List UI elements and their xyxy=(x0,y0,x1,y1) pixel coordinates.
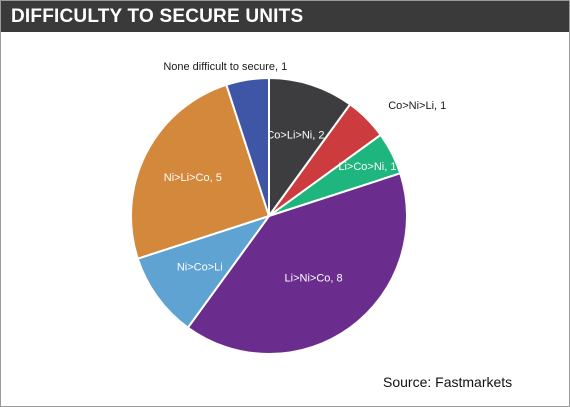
pie-slice xyxy=(130,83,271,260)
title-bar: DIFFICULTY TO SECURE UNITS xyxy=(1,1,569,32)
source-note: Source: Fastmarkets xyxy=(383,374,513,390)
slice-label: Co>Li>Ni, 2 xyxy=(266,130,324,142)
slice-label: Li>Ni>Co, 8 xyxy=(285,272,343,284)
slice-label: Ni>Co>Li xyxy=(177,261,223,273)
pie-slice xyxy=(268,76,352,220)
slice-label: Li>Co>Ni, 1 xyxy=(338,161,396,173)
chart-title: DIFFICULTY TO SECURE UNITS xyxy=(11,6,304,27)
slice-label: Ni>Li>Co, 5 xyxy=(164,172,222,184)
pie-slice xyxy=(186,172,408,355)
pie-slice xyxy=(136,214,272,330)
slice-label: Co>Ni>Li, 1 xyxy=(388,100,446,112)
pie-slice xyxy=(225,76,270,217)
slice-label: None difficult to secure, 1 xyxy=(163,61,287,73)
